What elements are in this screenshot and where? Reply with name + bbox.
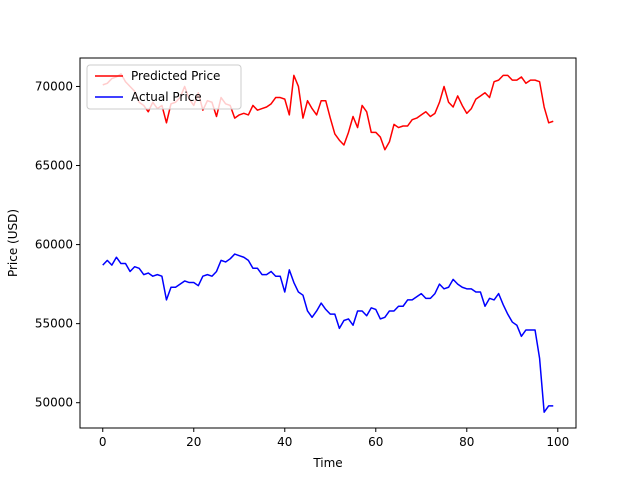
y-axis-label: Price (USD) xyxy=(6,209,20,277)
y-tick-label: 60000 xyxy=(35,238,73,252)
plot-frame xyxy=(79,57,577,429)
x-tick-label: 20 xyxy=(186,435,201,449)
series-line-actual-price xyxy=(102,253,554,413)
x-axis-ticks: 0 20 40 60 80 100 xyxy=(99,428,569,449)
x-tick-label: 40 xyxy=(277,435,292,449)
y-tick-label: 70000 xyxy=(35,79,73,93)
y-tick-label: 55000 xyxy=(35,317,73,331)
y-tick-label: 50000 xyxy=(35,396,73,410)
x-axis-label: Time xyxy=(312,456,342,470)
legend-box xyxy=(86,64,242,110)
legend-label-actual: Actual Price xyxy=(131,90,202,104)
legend: Predicted Price Actual Price xyxy=(86,64,242,110)
y-tick-label: 65000 xyxy=(35,159,73,173)
y-axis-ticks: 50000 55000 60000 65000 70000 xyxy=(35,79,80,410)
x-tick-label: 80 xyxy=(459,435,474,449)
x-tick-label: 60 xyxy=(368,435,383,449)
x-tick-label: 100 xyxy=(546,435,569,449)
legend-label-predicted: Predicted Price xyxy=(131,69,220,83)
x-tick-label: 0 xyxy=(99,435,107,449)
